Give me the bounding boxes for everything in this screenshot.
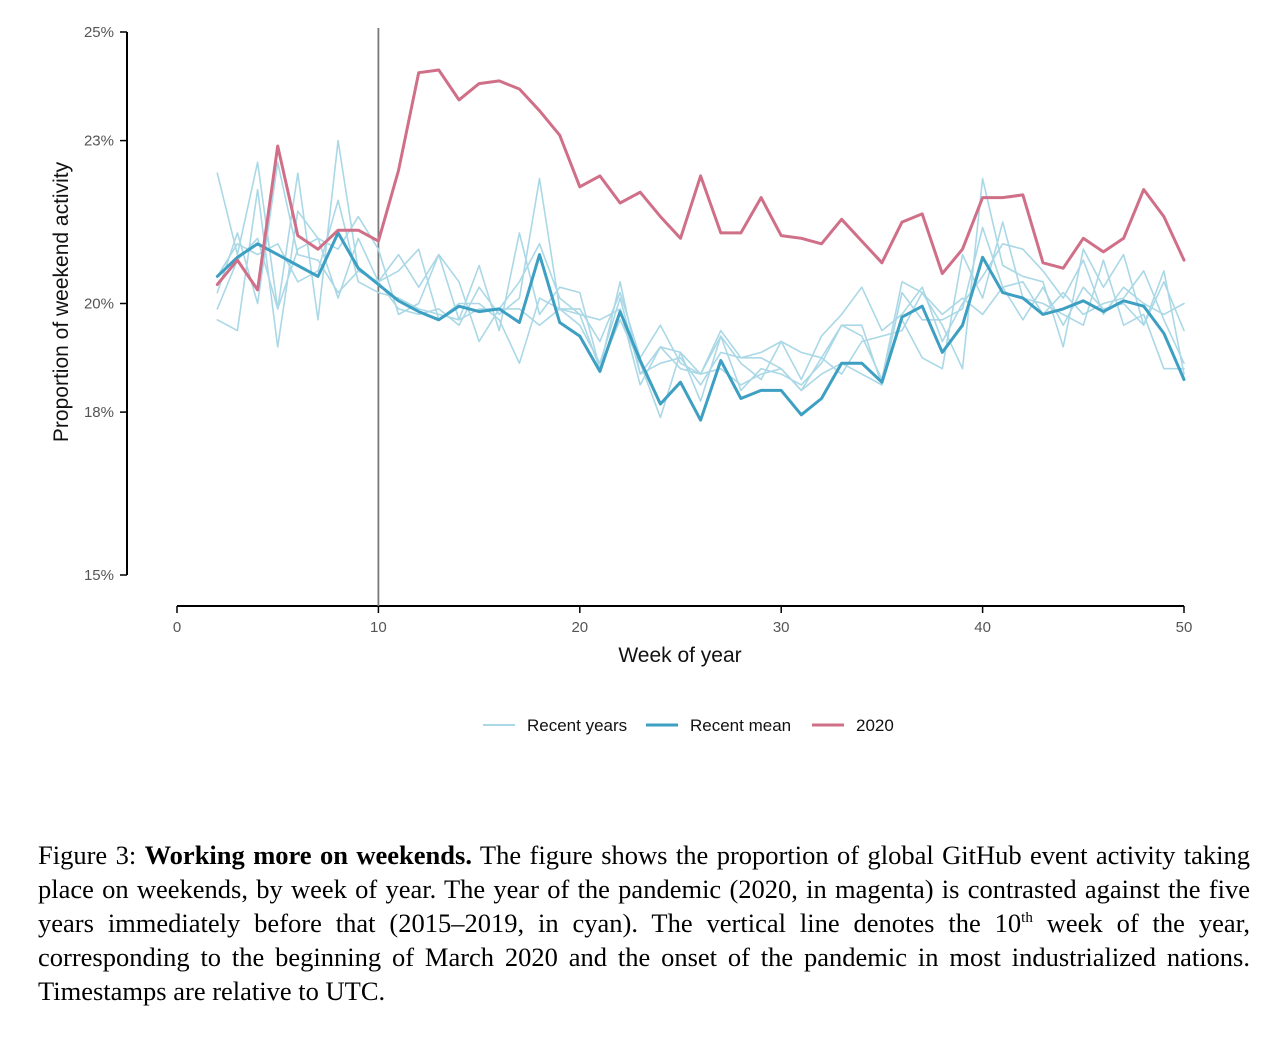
y-tick-label: 23% [84, 133, 114, 150]
series-line-recent-years-1 [216, 188, 1185, 392]
y-tick-label: 18% [84, 404, 114, 421]
legend: Recent years Recent mean 2020 [483, 716, 894, 735]
x-tick-label: 20 [571, 619, 588, 636]
caption-text-end: week of the year, corresponding to the b… [38, 908, 1250, 1006]
legend-label: Recent mean [690, 716, 791, 735]
x-tick-label: 50 [1176, 619, 1193, 636]
legend-label: 2020 [856, 716, 894, 735]
x-tick-label: 10 [370, 619, 387, 636]
y-tick-label: 20% [84, 296, 114, 313]
legend-label: Recent years [527, 716, 627, 735]
series-line-recent-years-3 [216, 237, 1185, 392]
x-tick-label: 30 [773, 619, 790, 636]
caption-superscript: th [1021, 910, 1033, 927]
x-axis-title: Week of year [618, 644, 741, 667]
figure-label: Figure 3: [38, 840, 137, 870]
figure-caption: Figure 3: Working more on weekends. The … [38, 838, 1250, 1008]
y-tick-label: 25% [84, 24, 114, 41]
y-tick-label: 15% [84, 567, 114, 584]
y-axis: 15% 18% 20% 23% 25% [84, 24, 128, 584]
x-axis: 0 10 20 30 40 50 [173, 605, 1193, 636]
y-axis-title: Proportion of weekend activity [50, 161, 73, 442]
chart: 15% 18% 20% 23% 25% 0 10 20 30 40 50 Proportion o… [50, 24, 1193, 735]
series-line-2020-6 [215, 68, 1186, 292]
x-tick-label: 0 [173, 619, 181, 636]
x-tick-label: 40 [974, 619, 991, 636]
caption-title: Working more on weekends. [144, 840, 472, 870]
series-line-recent-years-0 [216, 139, 1185, 419]
series-layer [215, 68, 1186, 422]
caption-text-main: The figure shows the proportion of globa… [38, 840, 1250, 938]
series-line-recent-years-4 [216, 199, 1185, 386]
series-line-recent-mean-5 [215, 231, 1186, 422]
